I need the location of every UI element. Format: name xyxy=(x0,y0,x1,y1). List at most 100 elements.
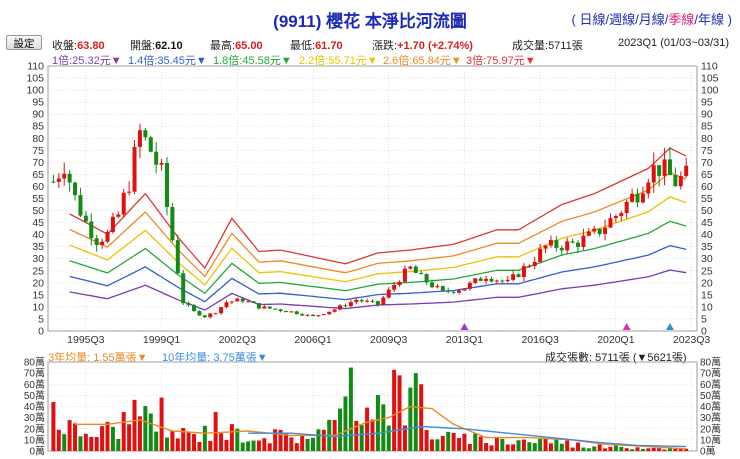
volume-bar xyxy=(51,402,56,451)
candle-body xyxy=(397,281,402,286)
price-tick-label: 80 xyxy=(32,133,44,145)
volume-tick-label: 50萬 xyxy=(24,389,45,402)
volume-bar xyxy=(381,404,386,451)
volume-bar xyxy=(678,448,683,451)
candle-body xyxy=(94,238,99,246)
volume-bar xyxy=(67,420,72,451)
volume-bar xyxy=(56,429,61,451)
candle-body xyxy=(202,315,207,318)
candle-body xyxy=(332,309,337,312)
band-legend-2-label: 1.4倍:35.45元 xyxy=(128,55,196,67)
period-tab-year[interactable]: 年線 xyxy=(698,12,725,27)
price-tick-label: 25 xyxy=(32,265,44,277)
sep: / xyxy=(635,12,639,27)
price-tick-label-right: 60 xyxy=(701,181,713,193)
price-tick-label-right: 10 xyxy=(701,301,713,313)
paren-close: ) xyxy=(727,12,732,27)
price-tick-label-right: 90 xyxy=(701,109,713,121)
high-field: 最高:65.00 xyxy=(210,37,263,53)
price-tick-label: 100 xyxy=(26,85,44,97)
volume-bar xyxy=(554,439,559,451)
high-label: 最高: xyxy=(210,40,236,52)
price-tick-label-right: 55 xyxy=(701,193,713,205)
candle-body xyxy=(219,307,224,314)
change-field: 漲跌:+1.70 (+2.74%) xyxy=(372,37,473,53)
volume-bar xyxy=(256,440,261,451)
candle-body xyxy=(289,311,294,313)
candle-body xyxy=(311,314,316,317)
candle-body xyxy=(678,176,683,187)
river-band-3 xyxy=(69,220,687,295)
candle-body xyxy=(359,299,364,302)
volume-bar xyxy=(521,439,526,451)
candle-body xyxy=(73,182,78,196)
candle-body xyxy=(159,163,164,165)
volume-bar xyxy=(224,439,229,451)
candle-body xyxy=(100,241,105,246)
candle-body xyxy=(630,193,635,202)
candle-body xyxy=(484,278,489,281)
volume-bar xyxy=(462,433,467,451)
candle-body xyxy=(543,245,548,249)
volume-bar xyxy=(640,448,645,451)
price-tick-label-right: 100 xyxy=(701,85,719,97)
volume-tick-label: 30萬 xyxy=(24,411,45,424)
volume-bar xyxy=(229,424,234,451)
paren-open: ( xyxy=(571,12,576,27)
candle-body xyxy=(321,314,326,316)
period-tab-day[interactable]: 日線 xyxy=(579,12,606,27)
volume-bar xyxy=(159,397,164,451)
volume-tick-label-right: 0萬 xyxy=(700,445,716,458)
candle-body xyxy=(494,280,499,282)
settings-button[interactable]: 設定 xyxy=(6,35,42,50)
volume-bar xyxy=(359,425,364,451)
volume-bar xyxy=(127,424,132,451)
price-tick-label: 85 xyxy=(32,121,44,133)
river-band-5 xyxy=(69,171,687,278)
volume-bar xyxy=(429,439,434,451)
price-tick-label-right: 80 xyxy=(701,133,713,145)
candle-body xyxy=(651,165,656,183)
price-tick-label: 90 xyxy=(32,109,44,121)
volume-bar xyxy=(181,428,186,451)
close-value: 63.80 xyxy=(77,40,105,52)
volume-bar xyxy=(219,433,224,451)
price-tick-label: 75 xyxy=(32,145,44,157)
period-tab-month[interactable]: 月線 xyxy=(638,12,665,27)
event-marker xyxy=(460,323,469,330)
price-tick-label: 105 xyxy=(26,73,44,85)
volume-bar xyxy=(511,444,516,451)
band-legend-3: 1.8倍:45.58元▼ xyxy=(213,55,292,67)
period-selector: ( 日線/週線/月線/季線/年線 ) xyxy=(571,9,732,28)
candle-body xyxy=(462,288,467,291)
candle-body xyxy=(527,265,532,267)
candle-body xyxy=(570,241,575,243)
volume-tick-label: 10萬 xyxy=(24,433,45,446)
volume-bar xyxy=(392,369,397,451)
volume-tick-label-right: 70萬 xyxy=(700,367,721,380)
close-field: 收盤:63.80 xyxy=(52,37,105,53)
volume-bar xyxy=(305,438,310,451)
volume-bar xyxy=(370,419,375,451)
band-legend-3-label: 1.8倍:45.58元 xyxy=(213,55,281,67)
price-tick-label: 15 xyxy=(32,289,44,301)
volume-bar xyxy=(300,435,305,451)
volume-bar xyxy=(365,407,370,451)
candle-body xyxy=(251,301,256,304)
volume-bar xyxy=(137,416,142,451)
candle-body xyxy=(175,240,180,274)
volume-bar xyxy=(543,438,548,451)
candle-body xyxy=(365,300,370,302)
volume-bar xyxy=(559,443,564,451)
price-tick-label-right: 75 xyxy=(701,145,713,157)
period-tab-quarter[interactable]: 季線 xyxy=(668,12,695,27)
candle-body xyxy=(478,278,483,281)
volume-bar xyxy=(565,440,570,451)
time-tick-label: 2013Q1 xyxy=(446,334,484,346)
period-tab-week[interactable]: 週線 xyxy=(609,12,636,27)
time-tick-label: 2006Q1 xyxy=(294,334,332,346)
price-tick-label: 40 xyxy=(32,229,44,241)
volume-value: 5711張 xyxy=(548,40,583,52)
price-tick-label-right: 95 xyxy=(701,97,713,109)
change-label: 漲跌: xyxy=(372,40,398,52)
